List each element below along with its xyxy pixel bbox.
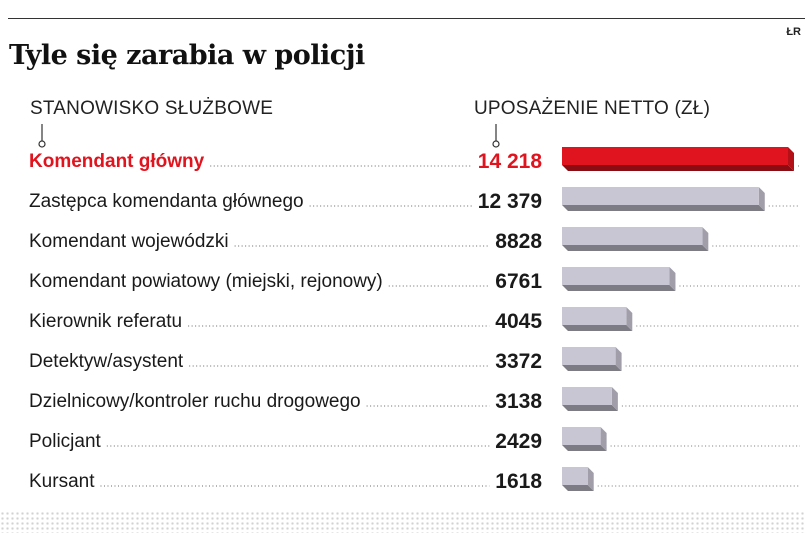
bar-end-face	[611, 387, 618, 411]
value-label: 3138	[495, 390, 542, 413]
category-label: Kursant	[29, 471, 95, 492]
value-label: 14 218	[478, 150, 543, 173]
value-label: 1618	[495, 470, 542, 493]
bar-bottom-face	[562, 365, 622, 371]
bar	[562, 147, 788, 165]
bar-bottom-face	[562, 485, 594, 491]
category-label: Kierownik referatu	[29, 311, 182, 332]
bar	[562, 267, 670, 285]
bar	[562, 307, 627, 325]
top-rule	[8, 18, 805, 19]
value-label: 12 379	[478, 190, 542, 213]
bar	[562, 227, 703, 245]
bar-end-face	[600, 427, 607, 451]
bar-bottom-face	[562, 445, 607, 451]
category-label: Komendant wojewódzki	[29, 231, 229, 252]
bar-bottom-face	[562, 245, 709, 251]
position-column-header: STANOWISKO SŁUŻBOWE	[30, 98, 274, 119]
value-label: 8828	[495, 230, 542, 253]
category-label: Policjant	[29, 431, 102, 452]
value-label: 3372	[495, 350, 542, 373]
bar-end-face	[626, 307, 633, 331]
author-credit: ŁR	[786, 26, 801, 38]
salary-pointer-icon	[492, 124, 500, 148]
footer-dot-pattern	[0, 511, 805, 533]
bar-bottom-face	[562, 325, 633, 331]
category-label: Komendant powiatowy (miejski, rejonowy)	[29, 271, 383, 292]
bar-end-face	[587, 467, 594, 491]
position-pointer-icon	[38, 124, 46, 148]
bar-end-face	[669, 267, 676, 291]
category-label: Zastępca komendanta głównego	[29, 191, 304, 212]
bar	[562, 387, 612, 405]
bar	[562, 427, 601, 445]
value-label: 2429	[495, 430, 542, 453]
bar-end-face	[615, 347, 622, 371]
chart-title: Tyle się zarabia w policji	[9, 40, 365, 71]
bar	[562, 187, 759, 205]
salary-column-header: UPOSAŻENIE NETTO (ZŁ)	[474, 98, 711, 119]
bar-bottom-face	[562, 405, 618, 411]
bar-bottom-face	[562, 285, 676, 291]
bar-bottom-face	[562, 205, 765, 211]
value-label: 6761	[495, 270, 542, 293]
value-label: 4045	[495, 310, 542, 333]
bar-end-face	[788, 147, 794, 171]
bar	[562, 467, 588, 485]
category-label: Dzielnicowy/kontroler ruchu drogowego	[29, 391, 361, 412]
bar	[562, 347, 616, 365]
category-label: Komendant główny	[29, 151, 205, 172]
bar-bottom-face	[562, 165, 794, 171]
category-label: Detektyw/asystent	[29, 351, 184, 372]
bar-end-face	[702, 227, 709, 251]
bar-end-face	[758, 187, 765, 211]
